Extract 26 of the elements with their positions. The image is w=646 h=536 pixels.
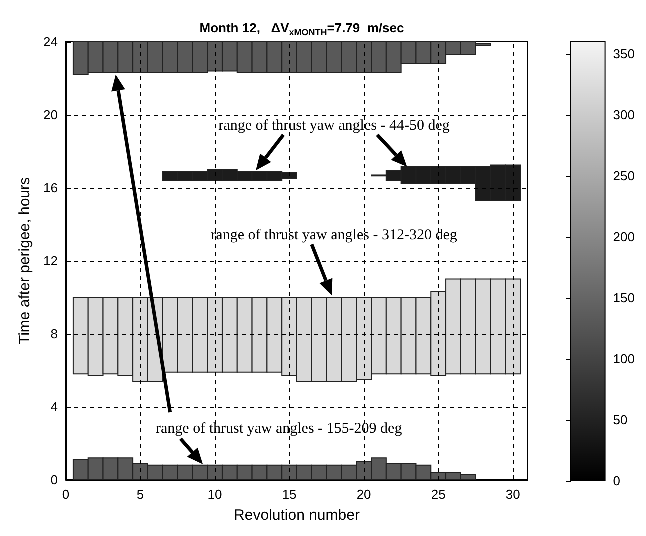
y-tick-label: 12: [44, 254, 58, 268]
color-bar-label: 300: [613, 108, 636, 123]
x-tick-label: 25: [431, 487, 446, 502]
color-bar-label: 100: [613, 352, 636, 367]
color-bar-label: 200: [613, 230, 636, 245]
color-bar-label: 0: [613, 474, 621, 488]
color-bar-label: 50: [613, 412, 628, 428]
y-tick-label: 0: [50, 472, 58, 488]
y-axis-title: Time after perigee, hours: [16, 177, 34, 345]
color-bar-label: 150: [613, 290, 636, 306]
x-tick-label: 15: [282, 487, 297, 502]
color-bar-label: 250: [613, 168, 636, 184]
y-tick-label: 16: [44, 180, 58, 196]
color-bar-label: 350: [613, 46, 636, 62]
x-tick-label: 20: [356, 487, 372, 502]
annotation: range of thrust yaw angles - 44-50 deg: [218, 118, 450, 134]
x-tick-label: 0: [62, 487, 70, 502]
y-tick-label: 24: [44, 34, 58, 50]
y-tick-label: 20: [44, 108, 58, 122]
y-tick-label: 4: [50, 400, 58, 414]
y-tick-label: 8: [50, 326, 58, 342]
x-tick-label: 10: [208, 487, 222, 502]
x-tick-label: 30: [506, 487, 520, 502]
x-axis-title: Revolution number: [234, 507, 360, 524]
annotation: range of thrust yaw angles - 312-320 deg: [211, 227, 458, 244]
x-tick-label: 5: [136, 487, 144, 502]
